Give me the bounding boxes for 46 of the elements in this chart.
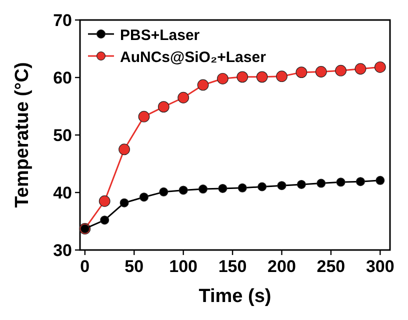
point — [159, 187, 168, 196]
point — [356, 177, 365, 186]
point — [236, 71, 248, 83]
point — [100, 216, 110, 225]
point — [218, 184, 228, 193]
point — [197, 79, 209, 91]
point — [296, 180, 306, 189]
y-tick-label: 70 — [53, 11, 72, 30]
legend-label: AuNCs@SiO₂+Laser — [120, 49, 266, 66]
point — [335, 64, 346, 76]
point — [198, 184, 208, 194]
point — [376, 176, 385, 185]
point — [120, 198, 129, 208]
y-tick-label: 50 — [53, 126, 72, 145]
y-tick-label: 30 — [53, 241, 72, 260]
legend-label: PBS+Laser — [120, 27, 200, 44]
point — [217, 72, 228, 84]
point — [354, 63, 366, 75]
x-axis-title: Time (s) — [198, 286, 272, 307]
point — [178, 92, 190, 104]
x-tick-label: 0 — [80, 257, 90, 276]
y-tick-label: 40 — [53, 184, 72, 202]
x-tick-label: 250 — [316, 257, 346, 276]
point — [139, 192, 148, 202]
point — [178, 186, 188, 195]
point — [276, 70, 288, 82]
point — [238, 183, 247, 192]
point — [98, 195, 110, 207]
point — [138, 110, 150, 122]
point — [158, 101, 170, 113]
point — [336, 178, 346, 187]
y-tick-label: 60 — [53, 68, 72, 88]
point — [258, 182, 267, 192]
point — [374, 61, 386, 73]
x-tick-label: 50 — [124, 257, 144, 276]
point — [316, 178, 326, 188]
x-tick-label: 150 — [218, 257, 247, 276]
point — [277, 181, 286, 190]
point — [315, 66, 327, 78]
point — [256, 71, 268, 83]
point — [296, 66, 308, 78]
y-axis-title: Temperatue (°C) — [12, 62, 33, 208]
x-tick-label: 200 — [268, 257, 296, 276]
point — [118, 144, 130, 156]
x-tick-label: 100 — [169, 257, 198, 276]
x-tick-label: 300 — [366, 257, 394, 276]
